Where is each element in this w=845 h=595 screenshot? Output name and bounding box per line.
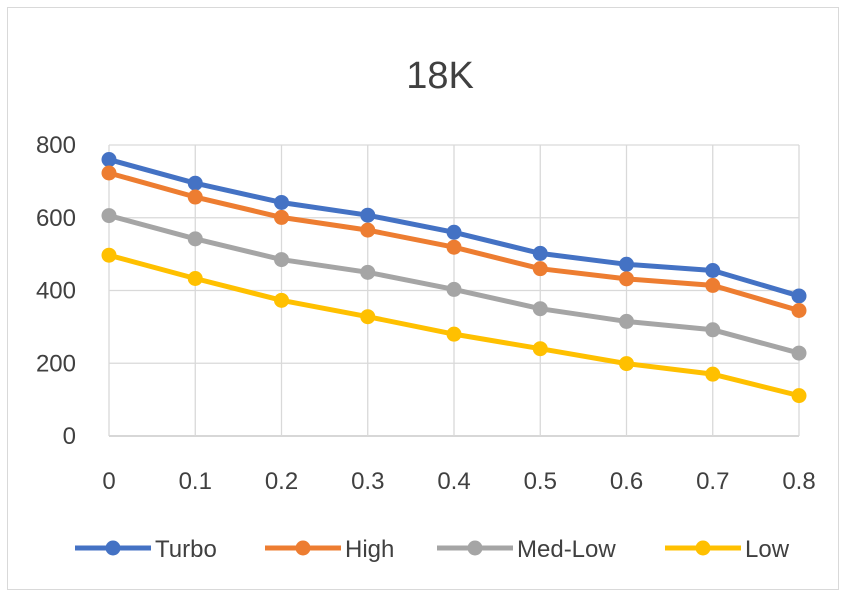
y-tick-label: 600 (36, 205, 76, 232)
y-tick-label: 400 (36, 278, 76, 305)
data-point-high (791, 303, 807, 319)
x-tick-label: 0.6 (610, 468, 643, 495)
data-point-high (274, 209, 289, 225)
data-point-low (619, 356, 634, 372)
legend-marker-turbo (105, 540, 121, 556)
data-point-turbo (101, 152, 117, 168)
series-low (101, 247, 807, 404)
x-tick-label: 0.2 (265, 468, 298, 495)
legend-item-med-low: Med-Low (437, 536, 616, 563)
data-point-high (446, 239, 462, 255)
data-point-high (705, 277, 721, 293)
data-point-high (187, 189, 203, 205)
data-point-high (532, 261, 548, 277)
x-tick-label: 0.7 (696, 468, 729, 495)
legend-label-low: Low (745, 536, 790, 563)
legend-marker-med-low (467, 540, 483, 556)
y-tick-label: 800 (36, 132, 76, 159)
legend-label-turbo: Turbo (155, 536, 217, 563)
data-point-turbo (532, 245, 548, 261)
x-tick-label: 0.5 (524, 468, 557, 495)
data-point-med-low (532, 301, 548, 317)
data-point-low (705, 366, 721, 382)
data-point-turbo (274, 194, 289, 210)
data-point-med-low (274, 252, 289, 268)
legend-item-high: High (265, 536, 394, 563)
data-point-med-low (187, 231, 203, 247)
data-point-high (360, 222, 376, 238)
data-point-low (532, 341, 548, 357)
data-point-med-low (360, 264, 376, 280)
legend-marker-low (695, 540, 711, 556)
chart-title: 18K (406, 55, 474, 97)
data-point-low (274, 292, 289, 308)
chart-area (7, 7, 839, 590)
data-point-low (101, 247, 117, 263)
y-axis-ticks: 0 200 400 600 800 (36, 132, 76, 450)
data-point-low (360, 309, 376, 325)
data-point-med-low (446, 281, 462, 297)
data-point-high (101, 165, 117, 181)
series-lines (101, 152, 807, 404)
legend-label-med-low: Med-Low (517, 536, 616, 563)
data-point-low (187, 270, 203, 286)
data-point-turbo (619, 256, 634, 272)
legend-item-turbo: Turbo (75, 536, 217, 563)
series-high (101, 165, 807, 319)
data-point-turbo (446, 224, 462, 240)
series-med-low (101, 208, 807, 361)
y-tick-label: 0 (63, 423, 76, 450)
data-point-med-low (791, 345, 807, 361)
y-tick-label: 200 (36, 350, 76, 377)
data-point-med-low (619, 313, 634, 329)
data-point-turbo (360, 207, 376, 223)
data-point-turbo (705, 262, 721, 278)
data-point-med-low (705, 322, 721, 338)
data-point-turbo (791, 288, 807, 304)
x-tick-label: 0 (102, 468, 115, 495)
x-axis-ticks: 0 0.1 0.2 0.3 0.4 0.5 0.6 0.7 0.8 (102, 468, 815, 495)
legend: Turbo High Med-Low Low (75, 536, 790, 563)
series-turbo (101, 152, 807, 304)
data-point-high (619, 271, 634, 287)
data-point-turbo (187, 175, 203, 191)
legend-marker-high (295, 540, 311, 556)
x-tick-label: 0.8 (782, 468, 815, 495)
legend-label-high: High (345, 536, 394, 563)
x-tick-label: 0.1 (179, 468, 212, 495)
data-point-low (791, 388, 807, 404)
x-tick-label: 0.3 (351, 468, 384, 495)
data-point-med-low (101, 208, 117, 224)
x-tick-label: 0.4 (437, 468, 470, 495)
data-point-low (446, 326, 462, 342)
legend-item-low: Low (665, 536, 790, 563)
